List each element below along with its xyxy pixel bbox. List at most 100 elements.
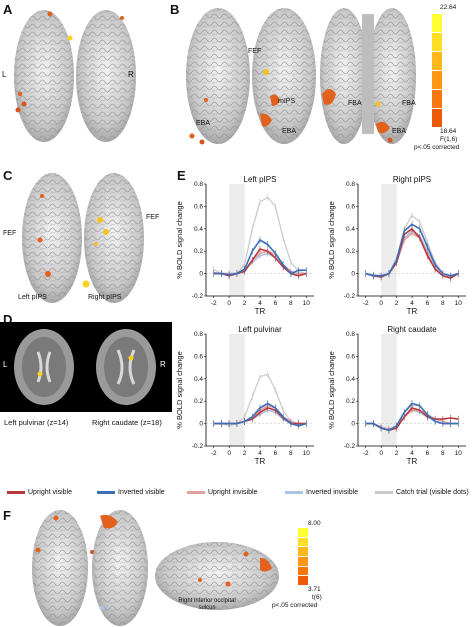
y-tick-label: 0 [351, 271, 355, 278]
series-line [213, 373, 307, 427]
mri-slices-d [0, 322, 172, 412]
colorbar-segment [432, 14, 442, 33]
y-tick-label: 0 [199, 421, 203, 428]
y-tick-label: 0.6 [194, 203, 203, 210]
colorbar-f-min: 3.71 [308, 586, 321, 593]
left-label-d: L [3, 360, 8, 369]
mips-label-b: mIPS [278, 98, 296, 105]
brain-top-view-a [14, 10, 136, 142]
right-label-d: R [160, 360, 166, 369]
series-line [365, 232, 459, 278]
stimulus-window [381, 184, 397, 296]
right-hemisphere-label-a: R [128, 70, 134, 79]
legend-swatch [97, 490, 115, 494]
stimulus-window [381, 334, 397, 446]
x-tick-label: 6 [274, 450, 278, 457]
x-tick-label: 8 [441, 450, 445, 457]
x-tick-label: 10 [455, 450, 463, 457]
right-pips-label-c: Right pIPS [88, 294, 122, 301]
brain-top-view-f [32, 510, 148, 626]
legend-label: Inverted visible [118, 489, 165, 496]
colorbar-b-min: 18.64 [440, 128, 457, 135]
x-tick-label: 4 [410, 300, 414, 307]
fba-label-b-right: FBA [402, 100, 416, 107]
y-axis-label: % BOLD signal change [175, 201, 184, 279]
brain-top-view-c [22, 173, 144, 303]
x-tick-label: 6 [426, 300, 430, 307]
subplot-title: Left pIPS [244, 175, 277, 184]
y-tick-label: 0.6 [346, 203, 355, 210]
y-tick-label: 0.2 [346, 398, 355, 405]
colorbar-segment [298, 556, 308, 567]
y-tick-label: 0.2 [346, 248, 355, 255]
colorbar-b-note: p<.05 corrected [414, 144, 460, 151]
x-tick-label: 0 [379, 450, 383, 457]
colorbar-segment [298, 576, 308, 586]
panel-letter-c: C [3, 168, 13, 183]
fba-label-b-left: FBA [348, 100, 362, 107]
eba-label-b-right: EBA [392, 128, 407, 135]
y-tick-label: 0.4 [194, 376, 203, 383]
y-tick-label: 0.4 [194, 226, 203, 233]
x-tick-label: 2 [395, 450, 399, 457]
x-tick-label: 4 [410, 450, 414, 457]
y-tick-label: 0 [351, 421, 355, 428]
x-tick-label: 4 [258, 450, 262, 457]
y-axis-label: % BOLD signal change [327, 201, 336, 279]
y-axis-label: % BOLD signal change [327, 351, 336, 429]
legend-label: Upright visible [28, 489, 72, 496]
y-tick-label: 0.6 [194, 353, 203, 360]
brain-bottom-view-b [320, 8, 416, 144]
subplot-title: Right pIPS [393, 175, 431, 184]
x-axis-label: TR [407, 457, 418, 466]
x-axis-label: TR [255, 307, 266, 316]
x-tick-label: 6 [426, 450, 430, 457]
caption-left-pulvinar: Left pulvinar (z=14) [4, 418, 69, 427]
y-tick-label: 0.2 [194, 248, 203, 255]
y-tick-label: 0.8 [194, 331, 203, 338]
x-tick-label: 0 [379, 300, 383, 307]
colorbar-b-max: 22.64 [440, 4, 457, 11]
colorbar-b [432, 14, 442, 128]
left-hemisphere-label-a: L [2, 70, 7, 79]
y-tick-label: 0.8 [346, 331, 355, 338]
x-tick-label: 0 [227, 450, 231, 457]
caption-right-caudate: Right caudate (z=18) [92, 418, 162, 427]
series-line [213, 196, 307, 277]
x-tick-label: -2 [211, 450, 217, 457]
y-axis-label: % BOLD signal change [175, 351, 184, 429]
condition-legend: Upright visible Inverted visible Upright i… [5, 489, 471, 501]
series-line [365, 230, 459, 277]
colorbar-segment [432, 71, 442, 90]
legend-item: Upright invisible [187, 489, 257, 496]
panel-letter-e: E [177, 168, 186, 183]
colorbar-segment [298, 547, 308, 557]
x-tick-label: 8 [289, 450, 293, 457]
legend-item: Inverted invisible [285, 489, 358, 496]
bold-timecourse-charts: -0.2 0 0.2 0.4 0.6 0.8 -2 0 2 4 6 8 10 TR % BOLD signa… [175, 175, 466, 466]
y-tick-label: 0.4 [346, 376, 355, 383]
x-tick-label: 2 [395, 300, 399, 307]
legend-swatch [285, 490, 303, 494]
x-tick-label: 0 [227, 300, 231, 307]
colorbar-f [298, 528, 308, 586]
stimulus-window [229, 184, 245, 296]
x-tick-label: 10 [303, 450, 311, 457]
legend-swatch [187, 490, 205, 494]
brain-side-view-f [155, 542, 279, 610]
legend-item: Upright visible [7, 489, 72, 496]
eba-label-b-mid: EBA [282, 128, 297, 135]
colorbar-segment [432, 52, 442, 71]
right-inferior-occipital-sulcus-label: Right inferior occipital sulcus [178, 598, 236, 611]
y-tick-label: 0.8 [194, 181, 203, 188]
legend-item: Inverted visible [97, 489, 165, 496]
colorbar-f-max: 8.00 [308, 520, 321, 527]
fef-label-b: FEF [248, 48, 262, 55]
x-tick-label: 4 [258, 300, 262, 307]
y-tick-label: -0.2 [192, 443, 204, 450]
left-pips-label-c: Left pIPS [18, 294, 47, 301]
y-tick-label: 0 [199, 271, 203, 278]
x-axis-label: TR [407, 307, 418, 316]
colorbar-f-stat: t(6) [312, 594, 322, 601]
y-tick-label: 0.2 [194, 398, 203, 405]
